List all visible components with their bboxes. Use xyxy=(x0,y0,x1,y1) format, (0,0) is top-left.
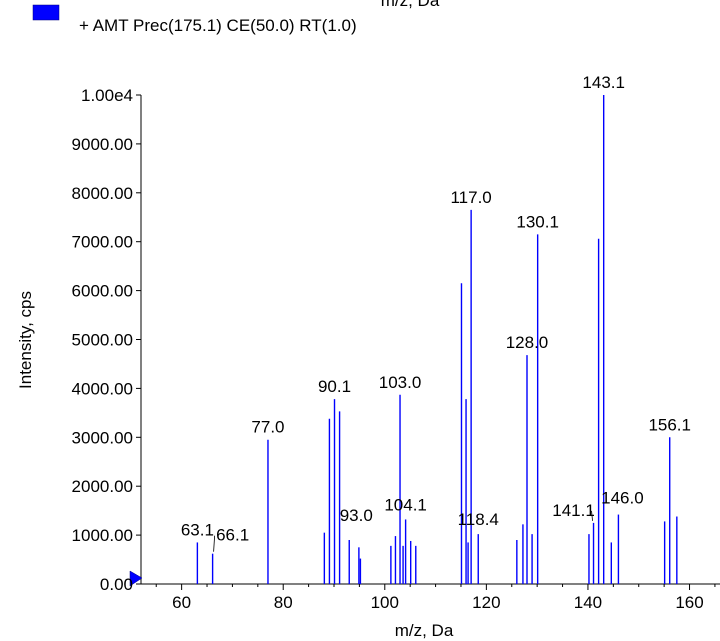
peak-label-leader xyxy=(591,510,593,521)
x-axis-ticks: 60 80 100 120 140 160 xyxy=(155,584,716,612)
x-tick-label: 100 xyxy=(371,593,399,612)
y-tick-label: 9000.00 xyxy=(72,135,133,154)
x-tick-label: 80 xyxy=(274,593,293,612)
peak-label: 128.0 xyxy=(506,333,549,352)
y-tick-label: 1.00e4 xyxy=(81,86,133,105)
peak-label: 104.1 xyxy=(384,495,427,514)
peak-label: 90.1 xyxy=(318,377,351,396)
peak-label: 143.1 xyxy=(582,73,625,92)
y-axis-ticks: 0.00 1000.00 2000.00 3000.00 4000.00 5000.00 6… xyxy=(72,86,141,594)
peak-label-leader xyxy=(213,535,216,552)
legend: + AMT Prec(175.1) CE(50.0) RT(1.0) xyxy=(32,4,357,35)
x-tick-label: 140 xyxy=(574,593,602,612)
peak-labels: 63.1 66.1 77.0 90.1 93.0 103.0 104.1 117.0 118.4… xyxy=(181,73,691,552)
x-tick-label: 160 xyxy=(675,593,703,612)
x-tick-label: 120 xyxy=(472,593,500,612)
peak-label: 77.0 xyxy=(251,418,284,437)
y-tick-label: 2000.00 xyxy=(72,477,133,496)
y-tick-label: 4000.00 xyxy=(72,379,133,398)
peak-label: 66.1 xyxy=(216,526,249,545)
y-axis-title: Intensity, cps xyxy=(16,291,35,389)
x-tick-label: 60 xyxy=(172,593,191,612)
spectrum-peaks xyxy=(196,95,678,584)
peak-label: 146.0 xyxy=(601,489,644,508)
y-tick-label: 7000.00 xyxy=(72,233,133,252)
x-axis-title: m/z, Da xyxy=(395,621,454,640)
legend-label: + AMT Prec(175.1) CE(50.0) RT(1.0) xyxy=(79,16,357,35)
peak-label: 156.1 xyxy=(648,415,691,434)
y-tick-label: 3000.00 xyxy=(72,428,133,447)
y-tick-label: 0.00 xyxy=(100,575,133,594)
peak-label: 118.4 xyxy=(458,510,499,529)
axis-origin-marker-icon[interactable] xyxy=(129,570,143,587)
peak-label: 130.1 xyxy=(516,212,559,231)
peak-label: 93.0 xyxy=(340,506,373,525)
y-tick-label: 6000.00 xyxy=(72,282,133,301)
y-tick-label: 5000.00 xyxy=(72,331,133,350)
peak-label: 63.1 xyxy=(181,520,214,539)
y-tick-label: 8000.00 xyxy=(72,184,133,203)
top-axis-title-fragment: m/z, Da xyxy=(381,0,440,10)
peak-label: 103.0 xyxy=(379,373,422,392)
legend-swatch xyxy=(32,4,60,21)
y-tick-label: 1000.00 xyxy=(72,526,133,545)
peak-label: 117.0 xyxy=(450,188,491,207)
peak-label: 141.1 xyxy=(552,501,595,520)
